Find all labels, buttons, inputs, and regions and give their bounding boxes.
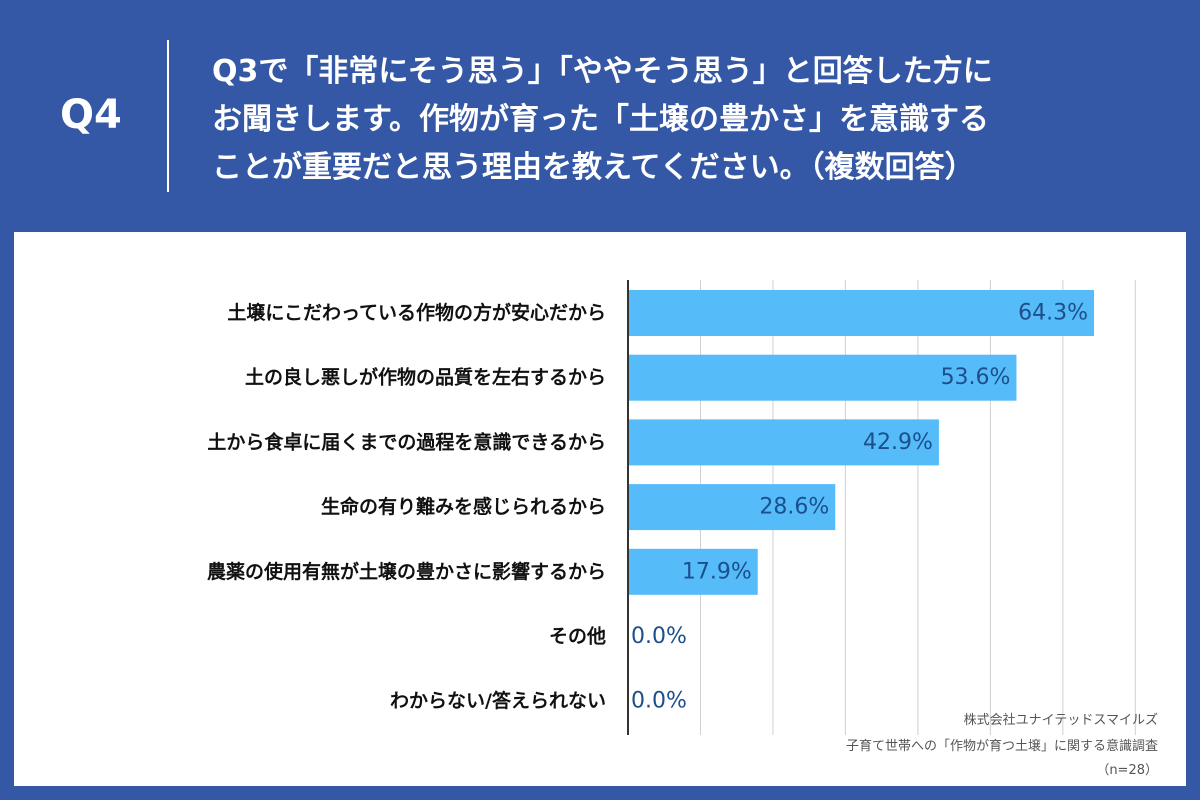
value-label: 0.0% [631,689,687,714]
header-divider [167,40,169,192]
category-label: 土壌にこだわっている作物の方が安心だから [227,301,606,324]
category-label: 農薬の使用有無が土壌の豊かさに影響するから [207,560,606,583]
question-line: Q3で「非常にそう思う」「ややそう思う」と回答した方に [212,54,993,89]
category-label: 土の良し悪しが作物の品質を左右するから [245,366,606,389]
bar [628,354,1017,401]
value-label: 42.9% [863,430,933,455]
header: Q4 Q3で「非常にそう思う」「ややそう思う」と回答した方に お聞きします。作物… [0,0,1200,232]
bar-chart: 土壌にこだわっている作物の方が安心だから 64.3% 土の良し悪しが作物の品質を左右… [207,280,1136,735]
source-survey: 子育て世帯への「作物が育つ土壌」に関する意識調査 [845,739,1158,754]
question-line: お聞きします。作物が育った「土壌の豊かさ」を意識する [212,102,989,137]
question-line: ことが重要だと思う理由を教えてください。（複数回答） [212,150,975,185]
category-label: 生命の有り難みを感じられるから [321,495,606,518]
value-label: 53.6% [941,365,1011,390]
chart-panel: 土壌にこだわっている作物の方が安心だから 64.3% 土の良し悪しが作物の品質を左右… [14,232,1186,786]
value-label: 17.9% [682,559,752,584]
question-number: Q4 [60,92,122,138]
question-text: Q3で「非常にそう思う」「ややそう思う」と回答した方に お聞きします。作物が育っ… [212,48,1172,192]
value-label: 28.6% [759,495,829,520]
bar [628,484,836,531]
bar [628,290,1094,336]
category-label: その他 [549,625,606,648]
source-company: 株式会社ユナイテッドスマイルズ [963,713,1158,728]
bar [628,548,758,595]
source-sample: （n=28） [1096,763,1158,778]
category-label: 土から食卓に届くまでの過程を意識できるから [207,430,606,453]
bar [628,419,939,466]
category-label: わからない/答えられない [390,689,606,712]
value-label: 64.3% [1018,301,1088,326]
value-label: 0.0% [631,624,687,649]
